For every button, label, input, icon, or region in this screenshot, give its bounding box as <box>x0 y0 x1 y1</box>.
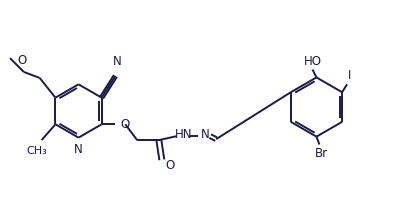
Text: CH₃: CH₃ <box>26 146 47 156</box>
Text: N: N <box>74 143 83 155</box>
Text: O: O <box>166 159 175 172</box>
Text: HO: HO <box>303 55 322 67</box>
Text: I: I <box>348 69 352 82</box>
Text: HN: HN <box>175 128 192 141</box>
Text: N: N <box>113 55 122 68</box>
Text: O: O <box>17 54 26 67</box>
Text: O: O <box>121 118 130 131</box>
Text: Br: Br <box>315 147 328 159</box>
Text: N: N <box>201 128 210 141</box>
